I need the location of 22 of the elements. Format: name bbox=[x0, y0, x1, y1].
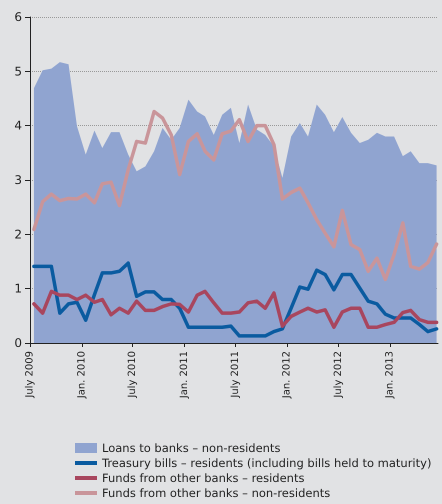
line-series bbox=[32, 290, 438, 329]
y-tick-label: 6 bbox=[14, 10, 22, 24]
y-tick-label: 1 bbox=[14, 282, 22, 296]
y-tick-label: 2 bbox=[14, 227, 22, 242]
legend-label: Loans to banks – non-residents bbox=[102, 441, 280, 455]
legend-label: Funds from other banks – non-residents bbox=[102, 486, 330, 500]
x-tick-label: July 2009 bbox=[24, 351, 36, 399]
line-series bbox=[32, 110, 438, 282]
y-tick-label: 0 bbox=[14, 336, 22, 350]
y-tick-label: 4 bbox=[14, 118, 22, 133]
x-tick-label: July 2011 bbox=[230, 351, 241, 399]
legend-label: Funds from other banks – residents bbox=[102, 471, 304, 485]
x-tick-label: Jan. 2012 bbox=[282, 351, 293, 400]
x-tick-label: July 2012 bbox=[332, 351, 344, 399]
x-tick-label: Jan. 2010 bbox=[76, 351, 88, 400]
legend-label: Treasury bills – residents (including bills held to maturity) bbox=[101, 456, 432, 470]
y-tick-label: 5 bbox=[14, 64, 22, 78]
x-tick-label: Jan. 2011 bbox=[178, 351, 190, 400]
y-tick-label: 3 bbox=[14, 173, 22, 187]
x-tick-label: Jan. 2013 bbox=[384, 351, 396, 400]
line-series bbox=[32, 261, 438, 338]
x-tick-label: July 2010 bbox=[127, 351, 138, 399]
